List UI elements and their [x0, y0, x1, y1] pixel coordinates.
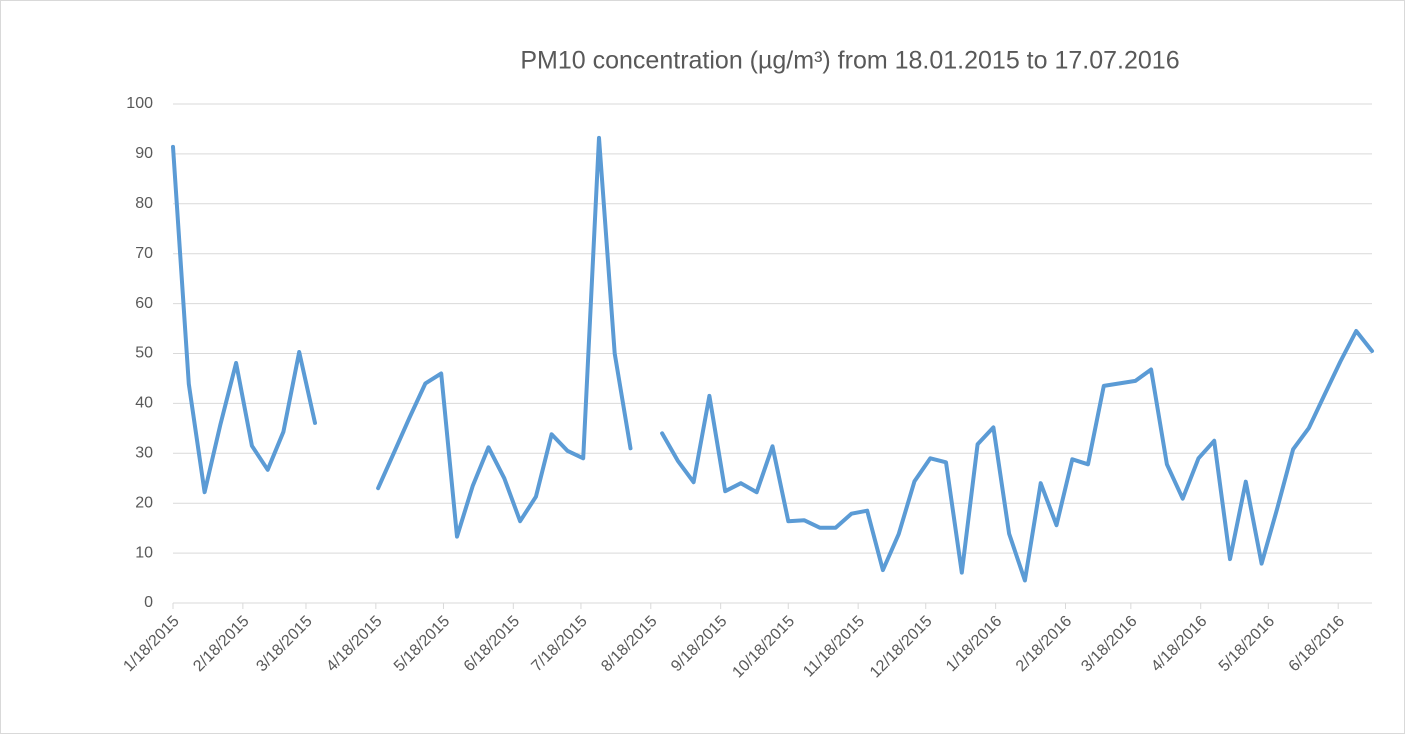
- y-tick-label: 10: [135, 544, 153, 561]
- data-line: [171, 144, 317, 495]
- y-tick-label: 60: [135, 295, 153, 312]
- data-line: [660, 329, 1374, 583]
- y-tick-label: 50: [135, 345, 153, 362]
- y-tick-label: 80: [135, 195, 153, 212]
- y-tick-label: 0: [144, 594, 153, 611]
- data-line: [376, 135, 633, 539]
- y-tick-label: 30: [135, 445, 153, 462]
- y-tick-label: 20: [135, 494, 153, 511]
- y-tick-label: 90: [135, 145, 153, 162]
- y-tick-label: 70: [135, 245, 153, 262]
- y-tick-label: 40: [135, 395, 153, 412]
- y-tick-label: 100: [126, 95, 153, 112]
- chart-title: PM10 concentration (µg/m³) from 18.01.20…: [520, 47, 1179, 75]
